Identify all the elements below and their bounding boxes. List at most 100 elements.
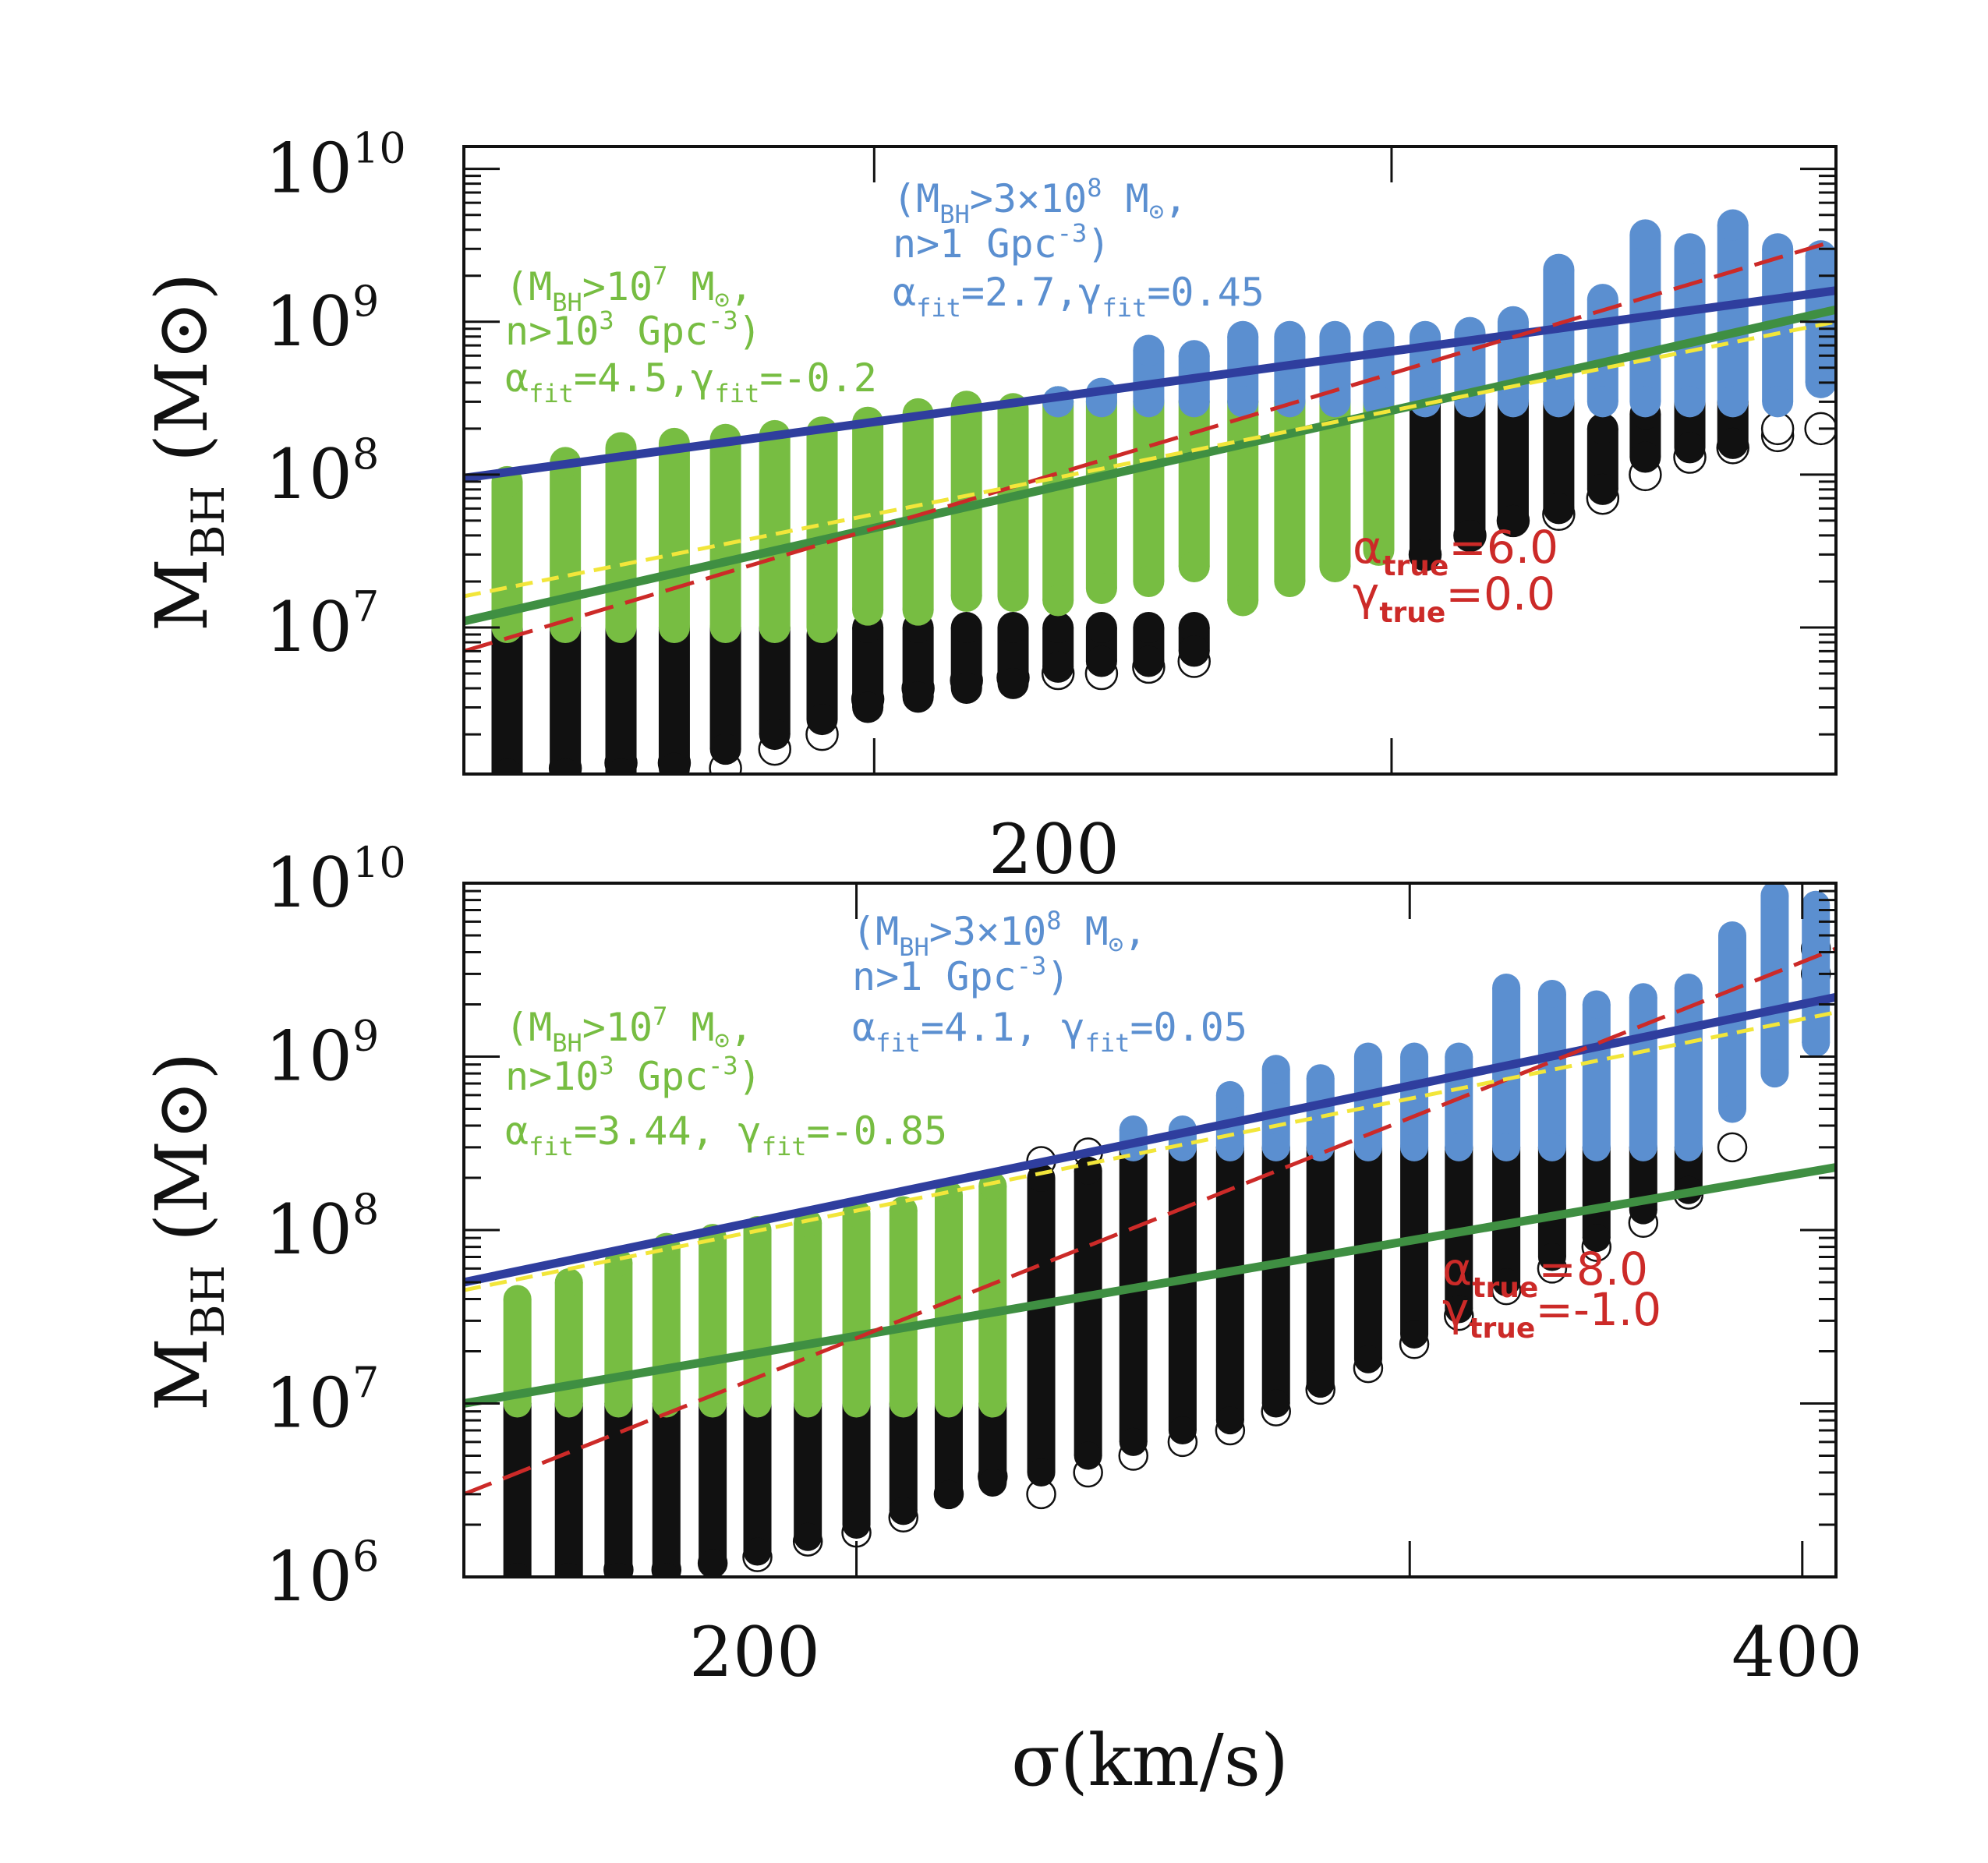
data-point bbox=[997, 580, 1029, 612]
data-point bbox=[1674, 386, 1706, 418]
data-point bbox=[1674, 233, 1706, 265]
top-column-231-black bbox=[1042, 612, 1074, 683]
top-column-248-blue bbox=[1133, 334, 1165, 418]
top-column-248-green bbox=[1133, 386, 1165, 597]
top-column-434-blue bbox=[1847, 233, 1878, 384]
data-point bbox=[1400, 1133, 1429, 1161]
bottom-column-156-black bbox=[503, 1389, 532, 1577]
data-point bbox=[889, 1497, 918, 1525]
data-point bbox=[1537, 1243, 1566, 1271]
top-column-192-green bbox=[806, 416, 838, 644]
svg-text:αfit=4.5,γfit=-0.2: αfit=4.5,γfit=-0.2 bbox=[505, 355, 877, 408]
bottom-blue-annotation: (MBH>3×108 M⊙, n>1 Gpc-3) αfit=4.1, γfit… bbox=[852, 906, 1247, 1058]
svg-text:n>103 Gpc-3): n>103 Gpc-3) bbox=[505, 306, 762, 354]
data-point-band bbox=[554, 1403, 583, 1577]
top-column-392-blue bbox=[1717, 209, 1749, 418]
top-column-342-blue bbox=[1543, 253, 1575, 418]
top-column-297-blue bbox=[1363, 320, 1395, 418]
data-point bbox=[1587, 386, 1618, 418]
bottom-fit-line-red bbox=[464, 946, 1836, 1497]
data-point bbox=[1261, 1133, 1290, 1161]
data-point-band bbox=[1543, 401, 1575, 509]
top-y-tick-label: 1010 bbox=[265, 124, 406, 209]
data-point bbox=[1543, 386, 1575, 418]
data-point bbox=[1629, 386, 1661, 418]
bottom-y-axis-title: MBH (M⊙) bbox=[140, 1052, 235, 1412]
top-y-tick-label: 108 bbox=[265, 430, 379, 514]
bottom-column-356-blue bbox=[1629, 983, 1657, 1161]
bottom-column-263-black bbox=[1215, 1133, 1244, 1435]
top-fit-line-red bbox=[464, 239, 1836, 653]
data-point bbox=[1400, 1320, 1429, 1349]
data-point bbox=[1353, 1133, 1382, 1161]
svg-text:n>1 Gpc-3): n>1 Gpc-3) bbox=[852, 951, 1070, 999]
data-point bbox=[1445, 1295, 1473, 1324]
data-point bbox=[699, 1549, 727, 1577]
bottom-column-229-black bbox=[1027, 1164, 1056, 1487]
bottom-column-404-blue bbox=[1802, 890, 1831, 1057]
top-column-354-black bbox=[1587, 412, 1618, 505]
data-point bbox=[934, 1479, 963, 1508]
data-point bbox=[842, 1511, 871, 1540]
bottom-true-annotation: αtrue=8.0 γtrue=-1.0 bbox=[1442, 1243, 1661, 1345]
data-point bbox=[1178, 550, 1210, 582]
data-point bbox=[554, 1389, 583, 1418]
data-point-band bbox=[652, 1246, 681, 1404]
svg-text:αtrue=6.0: αtrue=6.0 bbox=[1353, 521, 1558, 582]
top-fit-line-yellow bbox=[464, 320, 1836, 599]
y-title-m: M bbox=[140, 1338, 224, 1411]
top-column-257-black bbox=[1178, 612, 1210, 667]
top-column-157-black bbox=[550, 612, 582, 774]
data-point bbox=[1762, 386, 1794, 418]
svg-text:(MBH>3×108 M⊙,: (MBH>3×108 M⊙, bbox=[852, 906, 1147, 962]
data-point bbox=[1445, 1042, 1473, 1071]
data-point-band bbox=[842, 1403, 871, 1525]
data-point-band bbox=[1537, 1147, 1566, 1257]
data-point-band bbox=[1168, 1147, 1197, 1430]
data-point bbox=[1400, 1042, 1429, 1071]
data-point-band bbox=[743, 1230, 772, 1404]
data-point bbox=[1274, 320, 1306, 352]
data-point-band bbox=[934, 1403, 963, 1494]
data-point bbox=[1306, 1064, 1335, 1093]
svg-text:αtrue=8.0: αtrue=8.0 bbox=[1442, 1243, 1648, 1304]
data-point-band bbox=[503, 1299, 532, 1404]
data-point-band bbox=[1400, 1056, 1429, 1147]
data-point bbox=[604, 1389, 633, 1418]
data-point-band bbox=[1847, 249, 1878, 368]
data-point-band bbox=[652, 1403, 681, 1577]
data-point bbox=[652, 1563, 681, 1577]
sun-icon: ⊙ bbox=[140, 301, 224, 361]
data-point bbox=[852, 594, 884, 626]
top-y-tick-label: 107 bbox=[265, 582, 379, 667]
data-point bbox=[1537, 980, 1566, 1009]
data-point-band bbox=[1497, 401, 1529, 521]
data-point bbox=[1629, 1133, 1657, 1161]
y-title-m: M bbox=[140, 558, 224, 631]
bottom-column-207-green bbox=[889, 1196, 918, 1418]
data-point bbox=[1492, 973, 1521, 1002]
svg-text:γtrue=0.0: γtrue=0.0 bbox=[1353, 567, 1555, 629]
data-point bbox=[554, 1563, 583, 1577]
data-point bbox=[1215, 1406, 1244, 1435]
data-point bbox=[806, 612, 838, 644]
top-y-axis-title: MBH (M⊙) bbox=[140, 273, 235, 632]
data-point-band bbox=[1410, 401, 1441, 555]
bottom-column-301-blue bbox=[1400, 1042, 1429, 1161]
data-point bbox=[1674, 973, 1703, 1002]
bottom-column-392-blue bbox=[1760, 883, 1789, 1088]
y-title-unit: (M bbox=[140, 1140, 224, 1242]
top-x-tick-label-200: 200 bbox=[989, 809, 1120, 889]
svg-text:(MBH>107 M⊙,: (MBH>107 M⊙, bbox=[505, 1002, 753, 1058]
data-point bbox=[1802, 890, 1831, 919]
data-point bbox=[1042, 585, 1074, 617]
data-point-band bbox=[709, 627, 741, 750]
data-point bbox=[1454, 519, 1486, 551]
data-point bbox=[1802, 1028, 1831, 1057]
svg-text:(MBH>107 M⊙,: (MBH>107 M⊙, bbox=[505, 261, 753, 317]
bottom-column-214-green bbox=[934, 1180, 963, 1418]
data-point bbox=[1760, 1059, 1789, 1088]
bottom-column-254-black bbox=[1168, 1133, 1197, 1444]
data-point bbox=[1168, 1416, 1197, 1444]
data-point bbox=[950, 580, 982, 612]
